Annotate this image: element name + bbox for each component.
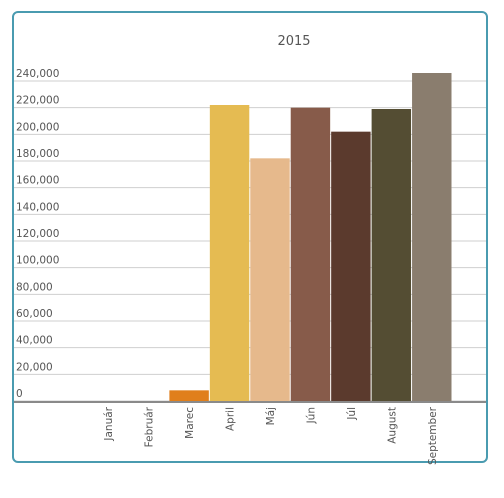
y-tick-label: 40,000 bbox=[16, 335, 53, 347]
x-tick-label: Júl bbox=[346, 407, 358, 421]
y-tick-label: 100,000 bbox=[16, 255, 59, 267]
y-axis-ticks: 0 20,000 40,000 60,000 80,000 100,000 120,000 1… bbox=[16, 68, 59, 400]
x-tick-label: Február bbox=[144, 406, 156, 447]
y-tick-label: 220,000 bbox=[16, 95, 59, 107]
y-tick-label: 0 bbox=[16, 388, 23, 400]
bar[interactable] bbox=[250, 158, 290, 401]
y-tick-label: 180,000 bbox=[16, 148, 59, 160]
x-tick-label: April bbox=[225, 407, 237, 431]
x-axis-ticks: Január Február Marec April Máj Jún Júl August Se… bbox=[103, 406, 439, 465]
y-tick-label: 60,000 bbox=[16, 308, 53, 320]
y-tick-label: 160,000 bbox=[16, 175, 59, 187]
chart-title: 2015 bbox=[277, 34, 310, 49]
bar[interactable] bbox=[209, 105, 250, 401]
bar[interactable] bbox=[331, 131, 371, 401]
y-tick-label: 140,000 bbox=[16, 201, 59, 213]
bar[interactable] bbox=[412, 73, 452, 401]
bars bbox=[169, 73, 452, 402]
y-tick-label: 120,000 bbox=[16, 228, 59, 240]
y-tick-label: 20,000 bbox=[16, 361, 53, 373]
x-tick-label: Január bbox=[103, 406, 115, 441]
bar[interactable] bbox=[169, 390, 209, 401]
y-tick-label: 240,000 bbox=[16, 68, 59, 80]
x-tick-label: September bbox=[427, 406, 439, 465]
y-tick-label: 200,000 bbox=[16, 121, 59, 133]
x-tick-label: Marec bbox=[184, 407, 196, 439]
bar[interactable] bbox=[371, 109, 412, 401]
bar[interactable] bbox=[290, 107, 331, 402]
x-tick-label: Máj bbox=[265, 407, 277, 425]
x-tick-label: August bbox=[386, 407, 398, 444]
y-tick-label: 80,000 bbox=[16, 281, 53, 293]
x-tick-label: Jún bbox=[305, 407, 317, 424]
